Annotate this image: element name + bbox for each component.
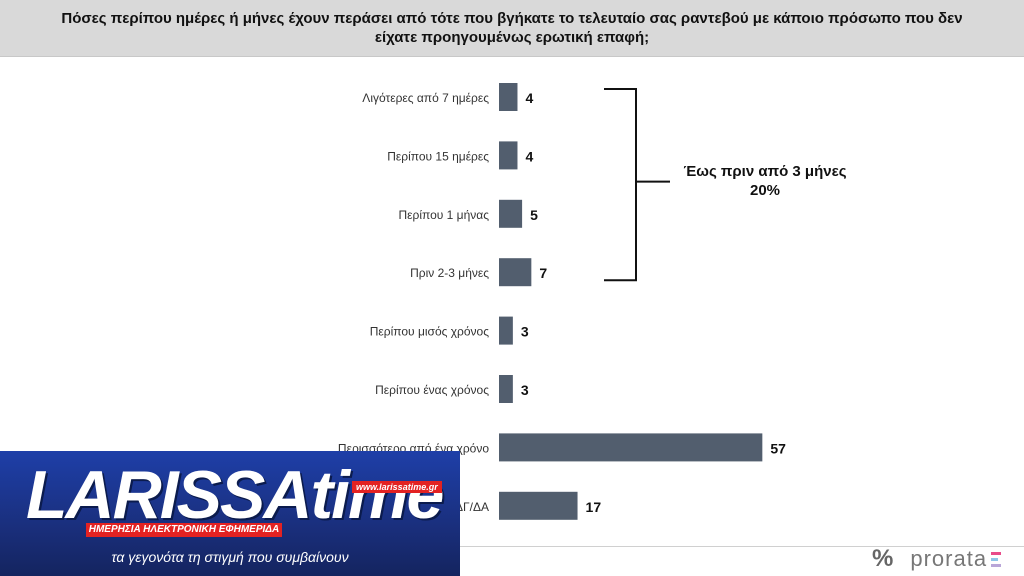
footer-divider [0, 546, 1024, 547]
prorata-bars-icon [991, 550, 1003, 568]
logo-url: www.larissatime.gr [352, 481, 442, 493]
prorata-logo: % prorata [872, 545, 1003, 573]
annotation-line-2: 20% [749, 182, 781, 199]
bar [499, 433, 763, 462]
annotation-summary: Έως πριν από 3 μήνες 20% [660, 162, 870, 200]
bar [499, 141, 518, 170]
bar [499, 375, 513, 403]
value-label: 57 [770, 440, 786, 456]
value-label: 4 [525, 90, 533, 106]
percent-icon: % [872, 545, 895, 572]
value-label: 3 [521, 324, 529, 340]
category-label: ΔΓ/ΔΑ [455, 500, 489, 514]
logo-tagline: ΗΜΕΡΗΣΙΑ ΗΛΕΚΤΡΟΝΙΚΗ ΕΦΗΜΕΡΙΔΑ [86, 523, 282, 537]
logo-slogan: τα γεγονότα τη στιγμή που συμβαίνουν [111, 549, 349, 565]
category-label: Περίπου 15 ημέρες [387, 149, 489, 163]
bar [499, 83, 518, 111]
value-label: 5 [530, 207, 538, 223]
bar [499, 316, 513, 345]
category-label: Λιγότερες από 7 ημέρες [362, 91, 489, 105]
survey-question: Πόσες περίπου ημέρες ή μήνες έχουν περάσ… [61, 10, 963, 46]
logo-brand: LARISSAtime [26, 457, 444, 533]
header-banner: Πόσες περίπου ημέρες ή μήνες έχουν περάσ… [0, 0, 1024, 57]
bar [499, 491, 578, 520]
annotation-line-1: Έως πριν από 3 μήνες [683, 163, 847, 180]
category-label: Πριν 2-3 μήνες [410, 266, 489, 280]
category-label: Περίπου 1 μήνας [398, 208, 489, 222]
bar [499, 199, 523, 228]
value-label: 7 [539, 265, 547, 281]
prorata-wordmark: prorata [910, 546, 988, 571]
category-label: Περίπου ένας χρόνος [375, 383, 489, 397]
category-label: Περίπου μισός χρόνος [370, 325, 489, 339]
value-label: 17 [586, 499, 602, 515]
bar [499, 258, 532, 287]
value-label: 3 [521, 382, 529, 398]
larissatime-logo: LARISSAtime www.larissatime.gr ΗΜΕΡΗΣΙΑ … [0, 451, 460, 576]
bracket [604, 88, 670, 282]
value-label: 4 [525, 148, 533, 164]
